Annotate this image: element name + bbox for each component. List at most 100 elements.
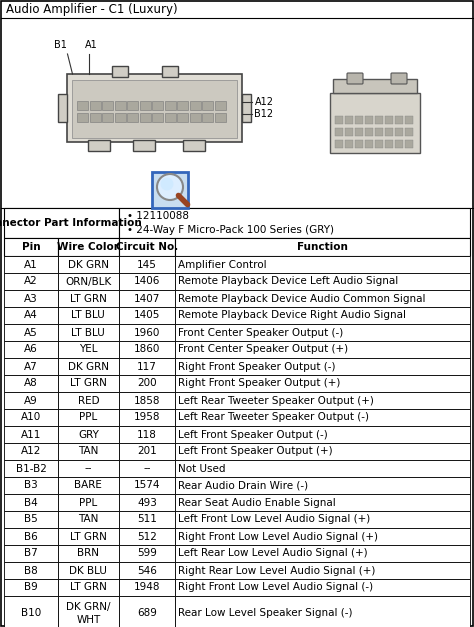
Bar xyxy=(58,579,118,596)
Bar xyxy=(345,140,353,148)
Text: 200: 200 xyxy=(137,379,157,389)
Text: B10: B10 xyxy=(21,608,41,618)
Text: Function: Function xyxy=(297,242,348,252)
Bar xyxy=(140,100,151,110)
Bar xyxy=(183,140,205,151)
Bar xyxy=(175,409,470,426)
Text: A3: A3 xyxy=(24,293,38,303)
Text: B3: B3 xyxy=(24,480,38,490)
Bar xyxy=(395,128,403,136)
Bar xyxy=(165,100,176,110)
Text: TAN: TAN xyxy=(78,515,99,525)
Bar xyxy=(58,528,118,545)
Circle shape xyxy=(157,174,183,200)
Bar xyxy=(202,112,213,122)
Bar xyxy=(58,494,118,511)
Bar xyxy=(78,112,89,122)
Text: Left Front Speaker Output (+): Left Front Speaker Output (+) xyxy=(179,446,333,456)
Bar xyxy=(118,409,175,426)
Bar xyxy=(4,273,58,290)
Bar xyxy=(333,79,417,93)
Bar xyxy=(335,140,343,148)
Bar xyxy=(175,273,470,290)
Text: TAN: TAN xyxy=(78,446,99,456)
Bar xyxy=(58,358,118,375)
Bar xyxy=(118,358,175,375)
Text: B8: B8 xyxy=(24,566,38,576)
Bar xyxy=(118,238,175,256)
Text: 1960: 1960 xyxy=(134,327,160,337)
Text: 1405: 1405 xyxy=(134,310,160,320)
Bar xyxy=(215,112,226,122)
Text: Left Rear Tweeter Speaker Output (+): Left Rear Tweeter Speaker Output (+) xyxy=(179,396,374,406)
Text: A11: A11 xyxy=(21,429,41,440)
Bar xyxy=(385,128,393,136)
Text: Circuit No.: Circuit No. xyxy=(116,242,178,252)
Bar xyxy=(175,545,470,562)
Bar xyxy=(395,140,403,148)
Bar xyxy=(405,128,413,136)
Bar xyxy=(365,128,373,136)
Text: Left Front Low Level Audio Signal (+): Left Front Low Level Audio Signal (+) xyxy=(179,515,371,525)
Bar xyxy=(175,596,470,627)
Bar xyxy=(58,307,118,324)
Text: Right Front Speaker Output (-): Right Front Speaker Output (-) xyxy=(179,362,336,372)
Bar xyxy=(375,140,383,148)
Bar xyxy=(355,140,363,148)
Bar xyxy=(365,140,373,148)
Bar xyxy=(395,116,403,124)
Text: 1406: 1406 xyxy=(134,277,160,287)
Bar xyxy=(4,443,58,460)
Bar xyxy=(128,100,138,110)
Bar xyxy=(153,112,164,122)
Text: Left Front Speaker Output (-): Left Front Speaker Output (-) xyxy=(179,429,328,440)
Bar xyxy=(118,307,175,324)
Bar xyxy=(58,545,118,562)
Bar xyxy=(330,93,420,153)
Circle shape xyxy=(161,177,173,191)
Bar xyxy=(118,562,175,579)
Text: LT GRN: LT GRN xyxy=(70,379,107,389)
Bar xyxy=(128,112,138,122)
Bar xyxy=(215,100,226,110)
Bar xyxy=(58,238,118,256)
Text: B5: B5 xyxy=(24,515,38,525)
Bar xyxy=(102,100,113,110)
Bar xyxy=(4,494,58,511)
Text: A1: A1 xyxy=(24,260,38,270)
Bar xyxy=(175,375,470,392)
Bar xyxy=(102,112,113,122)
Text: B1: B1 xyxy=(54,40,67,50)
Bar xyxy=(58,273,118,290)
Bar xyxy=(162,66,178,77)
Bar xyxy=(175,579,470,596)
Text: Rear Seat Audio Enable Signal: Rear Seat Audio Enable Signal xyxy=(179,497,336,507)
Text: Left Rear Low Level Audio Signal (+): Left Rear Low Level Audio Signal (+) xyxy=(179,549,368,559)
Text: Amplifier Control: Amplifier Control xyxy=(179,260,267,270)
Text: 599: 599 xyxy=(137,549,157,559)
Bar xyxy=(4,307,58,324)
Text: B7: B7 xyxy=(24,549,38,559)
Text: Not Used: Not Used xyxy=(179,463,226,473)
Text: B4: B4 xyxy=(24,497,38,507)
Bar xyxy=(175,477,470,494)
Bar xyxy=(355,128,363,136)
Bar xyxy=(58,409,118,426)
Bar xyxy=(58,256,118,273)
Bar xyxy=(58,562,118,579)
Bar xyxy=(4,426,58,443)
Text: Connector Part Information: Connector Part Information xyxy=(0,218,142,228)
Text: 118: 118 xyxy=(137,429,157,440)
Bar xyxy=(118,477,175,494)
Bar xyxy=(118,392,175,409)
Text: A8: A8 xyxy=(24,379,38,389)
Text: Wire Color: Wire Color xyxy=(57,242,119,252)
Bar xyxy=(115,100,126,110)
Bar xyxy=(175,528,470,545)
Text: 145: 145 xyxy=(137,260,157,270)
Text: PPL: PPL xyxy=(79,497,98,507)
Text: Remote Playback Device Right Audio Signal: Remote Playback Device Right Audio Signa… xyxy=(179,310,407,320)
Text: A10: A10 xyxy=(21,413,41,423)
Bar xyxy=(58,94,67,122)
Bar xyxy=(58,596,118,627)
